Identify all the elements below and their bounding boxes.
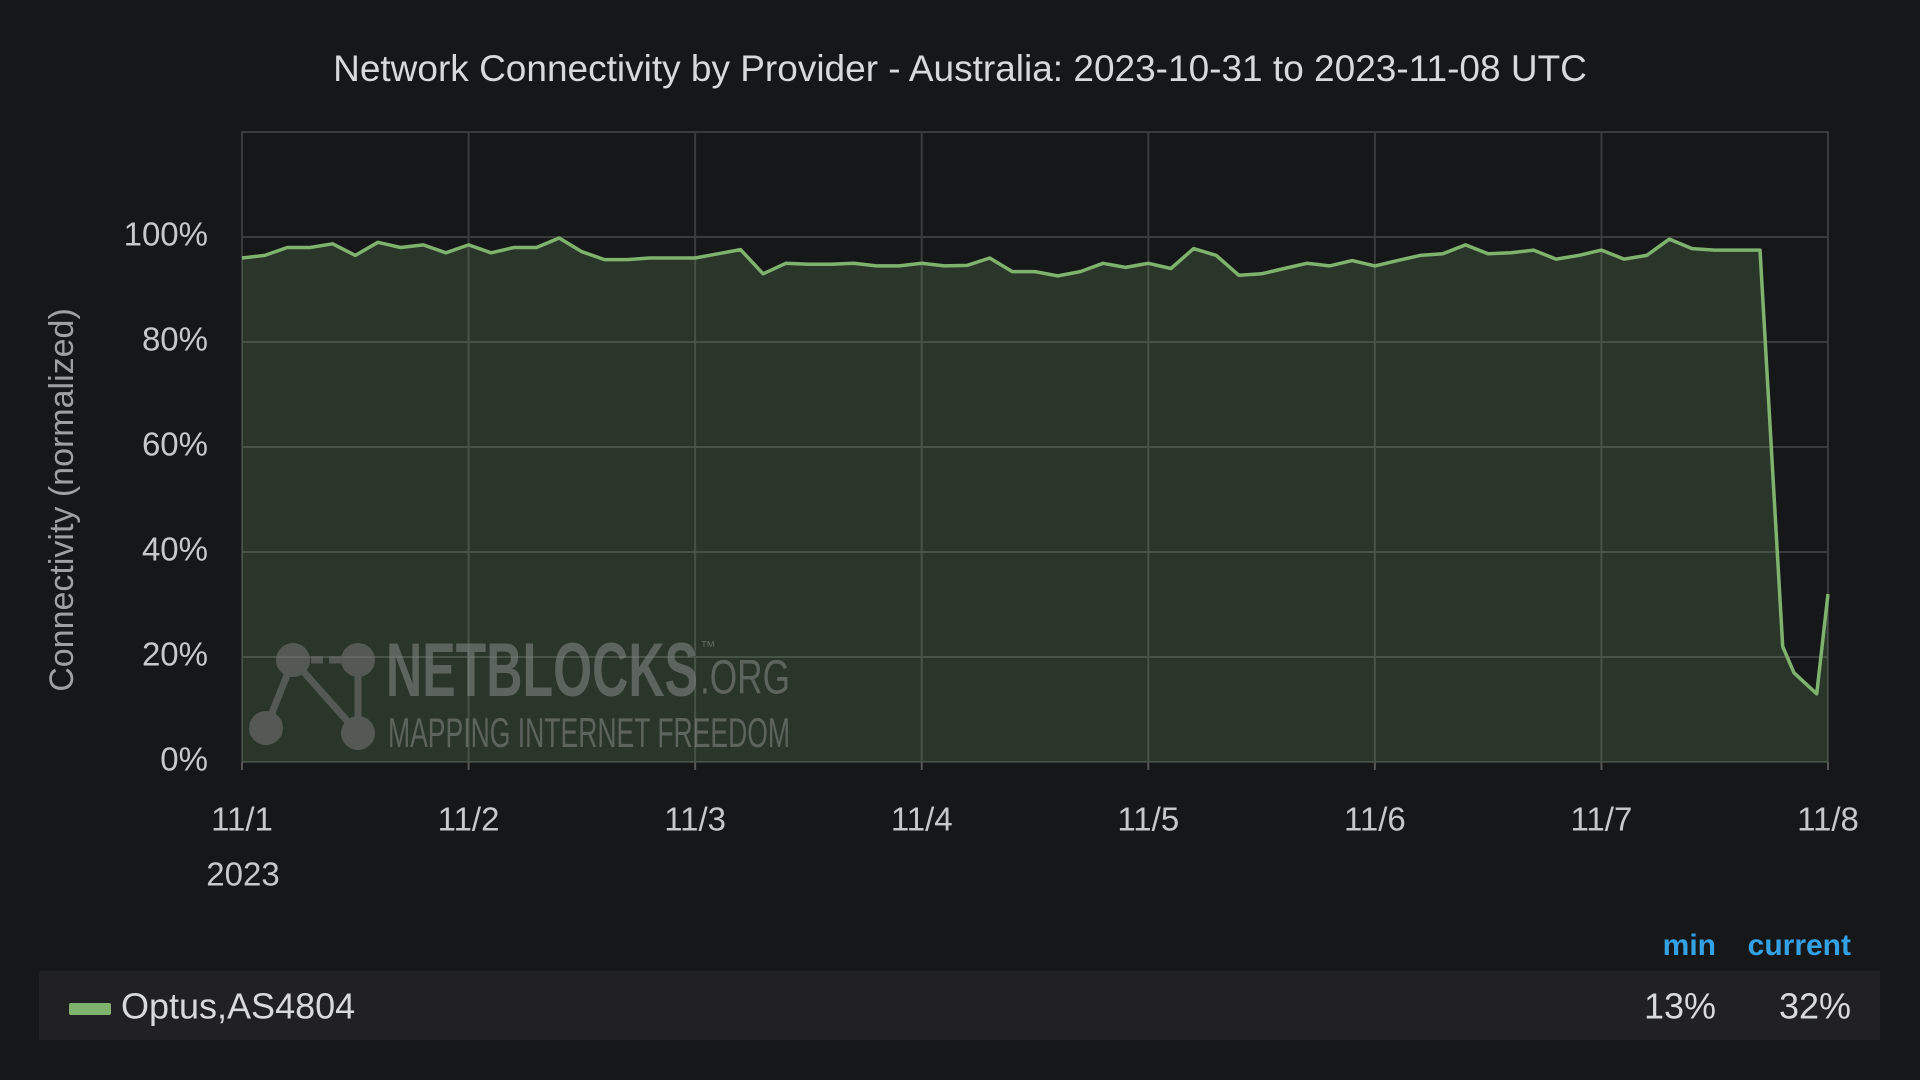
chart-title: Network Connectivity by Provider - Austr… (333, 48, 1587, 89)
x-tick-label: 11/2 (438, 801, 500, 838)
area (242, 238, 1828, 762)
legend-stat: 13% (1644, 986, 1716, 1027)
y-axis-label: Connectivity (normalized) (43, 308, 81, 692)
x-year-label: 2023 (206, 856, 279, 893)
x-tick-label: 11/7 (1571, 801, 1633, 838)
watermark-suffix: .ORG (700, 652, 790, 705)
logo-node (341, 643, 375, 677)
legend-entry[interactable]: Optus,AS4804 (121, 986, 355, 1027)
watermark-trademark: ™ (700, 639, 716, 656)
plot-area: 0% 20% 40% 60% 80% 100% 11/1 11/2 11/3 11/4 11/5 11… (124, 131, 1859, 838)
legend-row (39, 971, 1880, 1040)
logo-node (249, 711, 283, 745)
y-tick-label: 40% (142, 531, 208, 568)
y-tick-label: 60% (142, 426, 208, 463)
x-tick-label: 11/5 (1117, 801, 1179, 838)
y-tick-label: 20% (142, 636, 208, 673)
x-tick-label: 11/1 (211, 801, 273, 838)
watermark-tagline: MAPPING INTERNET FREEDOM (388, 709, 790, 756)
x-tick-label: 11/6 (1344, 801, 1406, 838)
logo-node (276, 643, 310, 677)
y-tick-label: 80% (142, 321, 208, 358)
line (241, 236, 1830, 696)
legend-header: min (1663, 929, 1716, 962)
x-tick-label: 11/8 (1797, 801, 1859, 838)
watermark: NETBLOCKS ™ .ORG MAPPING INTERNET FREEDO… (249, 628, 790, 756)
legend-stat: 32% (1779, 986, 1851, 1027)
x-tick-label: 11/4 (891, 801, 953, 838)
y-tick-label: 0% (160, 741, 208, 778)
legend-header: current (1748, 929, 1851, 962)
x-tick-label: 11/3 (664, 801, 726, 838)
logo-node (341, 716, 375, 750)
watermark-name: NETBLOCKS (386, 628, 698, 713)
y-tick-label: 100% (124, 216, 208, 253)
legend-swatch[interactable] (69, 1003, 111, 1015)
